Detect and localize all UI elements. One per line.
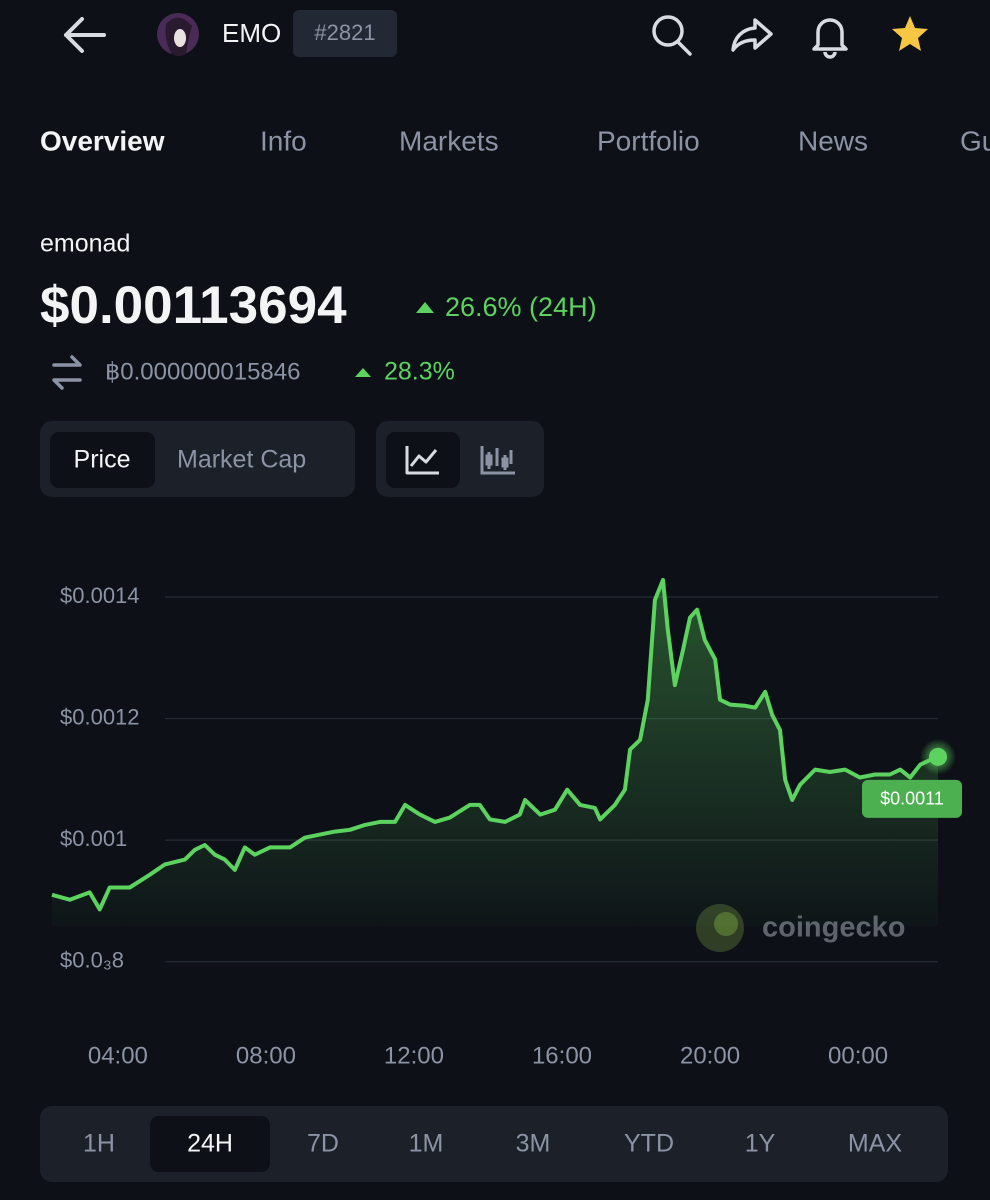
search-button[interactable] xyxy=(652,15,692,56)
price-chart: $0.0₃8 $0.001 $0.0012 $0.0014 04:00 08:00 12:0… xyxy=(51,578,962,1069)
range-option[interactable]: 3M xyxy=(516,1130,551,1158)
range-option[interactable]: MAX xyxy=(848,1130,903,1158)
range-option[interactable]: 1H xyxy=(83,1130,115,1158)
y-tick-label: $0.0₃8 xyxy=(60,947,124,972)
range-selected xyxy=(150,1116,270,1172)
x-tick-label: 20:00 xyxy=(680,1042,740,1069)
toggle-selected xyxy=(50,432,155,488)
y-tick-label: $0.001 xyxy=(60,826,127,851)
last-point xyxy=(929,747,947,766)
tab[interactable]: Gu xyxy=(960,125,990,156)
rank-text: #2821 xyxy=(314,20,375,45)
up-arrow xyxy=(355,368,371,377)
toggle-option[interactable]: Market Cap xyxy=(177,446,306,474)
x-tick-label: 16:00 xyxy=(532,1042,592,1069)
price-change: 26.6% (24H) xyxy=(445,292,597,322)
back-button[interactable] xyxy=(64,17,106,53)
area-fill xyxy=(52,580,938,926)
x-tick-label: 00:00 xyxy=(828,1042,888,1069)
y-tick-label: $0.0014 xyxy=(60,583,140,608)
range-option[interactable]: 7D xyxy=(307,1130,339,1158)
range-option[interactable]: 24H xyxy=(187,1130,233,1158)
coin-avatar xyxy=(157,13,199,56)
tab[interactable]: Markets xyxy=(399,125,499,156)
y-tick-label: $0.0012 xyxy=(60,704,140,729)
range-option[interactable]: 1M xyxy=(409,1130,444,1158)
price-tag xyxy=(862,779,962,818)
x-tick-label: 04:00 xyxy=(88,1042,148,1069)
range-option[interactable]: 1Y xyxy=(745,1130,776,1158)
rank-badge xyxy=(293,10,397,57)
favorite-button[interactable] xyxy=(892,16,928,51)
price-line xyxy=(51,578,939,912)
price-tag-label: $0.0011 xyxy=(880,789,944,809)
tab[interactable]: News xyxy=(798,125,868,156)
price: $0.00113694 xyxy=(40,276,347,335)
line-chart-button[interactable] xyxy=(405,446,439,475)
share-button[interactable] xyxy=(731,18,773,52)
btc-price: ฿0.000000015846 xyxy=(105,358,300,385)
tab[interactable]: Portfolio xyxy=(597,125,700,156)
swap-icon xyxy=(52,355,82,390)
tab-active[interactable]: Overview xyxy=(40,125,165,156)
range-options: 1H 24H 7D 1M 3M YTD 1Y MAX xyxy=(83,1130,902,1158)
tab[interactable]: Info xyxy=(260,125,307,156)
candle-chart-button[interactable] xyxy=(480,446,515,475)
coin-symbol: EMO xyxy=(222,18,281,48)
coin-name: emonad xyxy=(40,230,130,258)
up-arrow xyxy=(416,302,434,313)
x-tick-label: 08:00 xyxy=(236,1042,296,1069)
toggle-option[interactable]: Price xyxy=(74,446,131,474)
btc-change: 28.3% xyxy=(384,358,455,386)
x-tick-label: 12:00 xyxy=(384,1042,444,1069)
alert-button[interactable] xyxy=(812,18,848,59)
range-option[interactable]: YTD xyxy=(624,1130,674,1158)
